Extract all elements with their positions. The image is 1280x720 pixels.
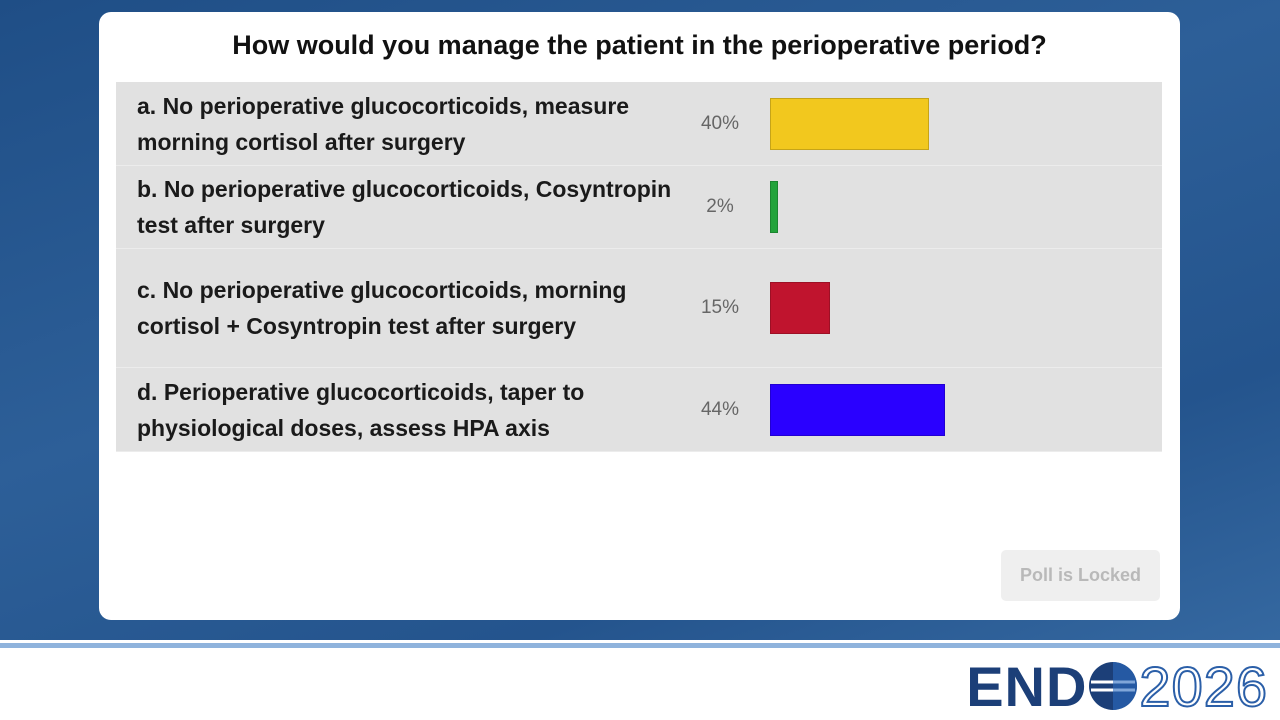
logo-brand: END [966, 654, 1088, 718]
bar [770, 282, 830, 334]
value-label: 2% [706, 196, 734, 217]
bar [770, 383, 946, 436]
option-label: a. No perioperative glucocorticoids, mea… [137, 92, 630, 155]
option-label: b. No perioperative glucocorticoids, Cos… [137, 176, 672, 238]
logo: END 2026 [966, 654, 1268, 719]
poll-option: b. No perioperative glucocorticoids, Cos… [116, 166, 1162, 249]
value-label: 15% [700, 297, 740, 318]
poll-option: a. No perioperative glucocorticoids, mea… [116, 82, 1162, 166]
value-label: 44% [700, 398, 740, 420]
value-label: 40% [700, 112, 740, 134]
poll-option: c. No perioperative glucocorticoids, mor… [116, 249, 1162, 368]
footer-stripe [0, 643, 1280, 648]
poll-option: d. Perioperative glucocorticoids, taper … [116, 368, 1162, 452]
bar [770, 181, 778, 233]
poll-options: a. No perioperative glucocorticoids, mea… [116, 82, 1162, 452]
option-label: c. No perioperative glucocorticoids, mor… [137, 277, 627, 339]
poll-title: How would you manage the patient in the … [232, 30, 1047, 60]
logo-year: 2026 [1138, 654, 1268, 719]
logo-globe [1089, 662, 1138, 710]
footer: END 2026 [0, 640, 1280, 720]
bar [770, 97, 930, 150]
poll-locked-button[interactable]: Poll is Locked [1001, 550, 1160, 601]
option-label: d. Perioperative glucocorticoids, taper … [137, 378, 585, 441]
poll-card: How would you manage the patient in the … [99, 12, 1180, 620]
